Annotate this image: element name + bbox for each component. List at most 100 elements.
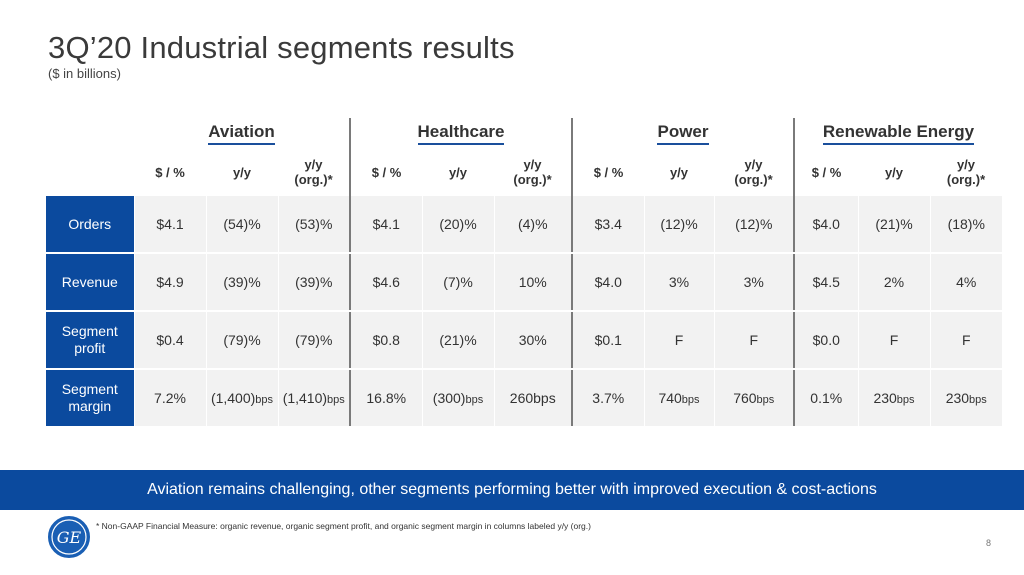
footnote: * Non-GAAP Financial Measure: organic re… — [96, 521, 591, 531]
table-row: Revenue $4.9 (39)% (39)% $4.6 (7)% 10% $4.0 3% 3%… — [46, 253, 1002, 312]
table-cell: $4.1 — [349, 196, 422, 254]
table-cell: (1,410)bps — [277, 369, 351, 428]
table-cell: (79)% — [205, 311, 278, 370]
segment-header: Aviation — [134, 118, 351, 148]
column-header: $ / % — [811, 164, 842, 180]
table-cell: (1,400)bps — [205, 369, 278, 428]
segment-header-label: Aviation — [208, 122, 275, 145]
cell-unit: bps — [465, 394, 484, 406]
summary-banner: Aviation remains challenging, other segm… — [0, 470, 1024, 510]
segment-header-label: Power — [657, 122, 709, 145]
ge-logo: GE — [48, 516, 90, 558]
cell-unit: bps — [896, 394, 915, 406]
page-subtitle: ($ in billions) — [48, 66, 121, 81]
table-cell: (21)% — [857, 196, 930, 254]
segment-header: Healthcare — [350, 118, 573, 148]
segment-header: Renewable Energy — [794, 118, 1002, 148]
table-cell: 16.8% — [349, 369, 422, 428]
ge-logo-lettering: GE — [57, 528, 82, 547]
cell-value: 230 — [945, 390, 970, 406]
cell-unit: bps — [327, 394, 345, 406]
table-cell: 760bps — [713, 369, 795, 428]
column-header: y/y — [669, 164, 689, 180]
table-cell: 0.1% — [793, 369, 858, 428]
row-label: Revenue — [46, 253, 134, 312]
table-cell: 260bps — [493, 369, 573, 428]
page-number: 8 — [986, 538, 992, 548]
column-header: y/y (org.)* — [714, 148, 795, 196]
cell-unit: bps — [255, 394, 274, 406]
row-label: Orders — [46, 196, 134, 254]
table-cell: 2% — [857, 253, 930, 312]
table-cell: F — [643, 311, 714, 370]
table-cell: F — [857, 311, 930, 370]
table-cell: (12)% — [643, 196, 714, 254]
table-cell: (39)% — [205, 253, 278, 312]
table-cell: 4% — [929, 253, 1002, 312]
table-cell: $0.8 — [349, 311, 422, 370]
page-title: 3Q’20 Industrial segments results — [48, 30, 515, 65]
column-header: $ / % — [593, 164, 624, 180]
segment-header: Power — [572, 118, 795, 148]
table-cell: (7)% — [421, 253, 494, 312]
table-cell: (300)bps — [421, 369, 494, 428]
column-header: y/y — [448, 164, 468, 180]
segment-header-label: Healthcare — [417, 122, 505, 145]
table-cell: 230bps — [857, 369, 930, 428]
cell-unit: bps — [756, 394, 775, 406]
cell-value: 760 — [733, 390, 757, 406]
table-cell: $0.4 — [133, 311, 206, 370]
table-cell: (4)% — [493, 196, 573, 254]
table-cell: 3% — [713, 253, 795, 312]
table-cell: $4.0 — [793, 196, 858, 254]
row-label: Segment profit — [46, 311, 134, 370]
table-cell: $4.5 — [793, 253, 858, 312]
cell-value: (1,410) — [282, 390, 328, 406]
table-cell: $4.9 — [133, 253, 206, 312]
table-cell: F — [713, 311, 795, 370]
table-cell: 740bps — [643, 369, 714, 428]
table-cell: 3.7% — [571, 369, 644, 428]
table-cell: $4.6 — [349, 253, 422, 312]
table-cell: (12)% — [713, 196, 795, 254]
table-cell: 3% — [643, 253, 714, 312]
row-label: Segment margin — [46, 369, 134, 428]
table-row: Orders $4.1 (54)% (53)% $4.1 (20)% (4)% $3.4 (12… — [46, 196, 1002, 254]
cell-value: 260bps — [509, 390, 556, 406]
table-cell: (20)% — [421, 196, 494, 254]
table-cell: 230bps — [929, 369, 1002, 428]
cell-value: 740 — [658, 390, 682, 406]
table-row: Segment profit $0.4 (79)% (79)% $0.8 (21)% 30%… — [46, 311, 1002, 370]
corner-cell — [46, 148, 134, 196]
table-cell: 30% — [493, 311, 573, 370]
corner-cell — [46, 118, 134, 148]
column-header: y/y (org.)* — [946, 157, 986, 187]
segment-header-label: Renewable Energy — [822, 122, 975, 145]
cell-unit: bps — [969, 394, 987, 406]
table-cell: (79)% — [277, 311, 351, 370]
cell-value: 230 — [873, 390, 897, 406]
column-header: y/y — [232, 164, 252, 180]
column-header: $ / % — [371, 164, 402, 180]
cell-value: (1,400) — [210, 390, 256, 406]
table-cell: $3.4 — [571, 196, 644, 254]
table-cell: $0.0 — [793, 311, 858, 370]
table-cell: 7.2% — [133, 369, 206, 428]
table-cell: $4.1 — [133, 196, 206, 254]
column-header: y/y (org.)* — [278, 148, 351, 196]
table-cell: (21)% — [421, 311, 494, 370]
table-cell: (53)% — [277, 196, 351, 254]
table-cell: (39)% — [277, 253, 351, 312]
cell-unit: bps — [681, 394, 700, 406]
table-cell: $0.1 — [571, 311, 644, 370]
table-cell: F — [929, 311, 1002, 370]
column-header: $ / % — [155, 164, 185, 180]
table-cell: (18)% — [929, 196, 1002, 254]
table-cell: (54)% — [205, 196, 278, 254]
table-row: Segment margin 7.2% (1,400)bps (1,410)bps 16… — [46, 369, 1002, 428]
column-header: y/y — [884, 164, 904, 180]
table-cell: 10% — [493, 253, 573, 312]
column-header: y/y (org.)* — [494, 148, 573, 196]
table-cell: $4.0 — [571, 253, 644, 312]
segment-results-table: Aviation Healthcare Power Renewable Energy … — [46, 118, 1002, 428]
